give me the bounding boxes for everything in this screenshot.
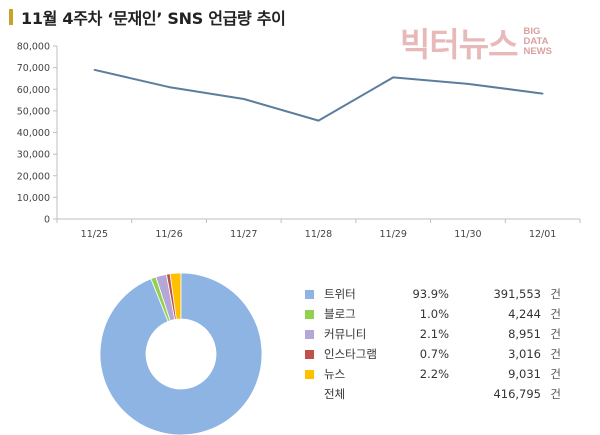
x-tick-label: 12/01 xyxy=(529,229,556,240)
y-tick-label: 10,000 xyxy=(17,193,50,204)
data-point xyxy=(392,76,395,79)
legend-count: 4,244 xyxy=(508,307,541,321)
channel-legend: 트위터 93.9% 391,553 건 블로그 1.0% 4,244 건 커뮤니티 2.1% 8,9… xyxy=(305,284,561,404)
page-header: 11월 4주차 ‘문재인’ SNS 언급량 추이 xyxy=(9,6,286,28)
legend-unit: 건 xyxy=(550,347,561,361)
title-accent-bar xyxy=(9,9,13,25)
legend-percent: 2.2% xyxy=(419,367,449,381)
x-tick-label: 11/29 xyxy=(380,229,407,240)
y-tick-label: 80,000 xyxy=(17,42,50,53)
legend-count: 391,553 xyxy=(493,287,541,301)
legend-entry: 인스타그램 0.7% 3,016 건 xyxy=(305,344,561,364)
series-line xyxy=(94,68,543,122)
legend-swatch xyxy=(305,369,314,379)
legend-entry: 트위터 93.9% 391,553 건 xyxy=(305,284,561,304)
logo-sub-line: BIG xyxy=(523,26,541,37)
legend-percent: 0.7% xyxy=(419,347,449,361)
y-tick-label: 40,000 xyxy=(17,128,50,139)
legend-label: 인스타그램 xyxy=(324,347,377,361)
channel-share-donut-chart xyxy=(99,272,263,435)
y-tick-label: 30,000 xyxy=(17,150,50,161)
legend-percent: 2.1% xyxy=(419,327,449,341)
logo-wordmark: 빅터뉴스 xyxy=(400,25,518,64)
legend-entry: 커뮤니티 2.1% 8,951 건 xyxy=(305,324,561,344)
data-point xyxy=(242,98,245,100)
legend-swatch xyxy=(305,349,314,359)
mentions-line-chart: 0 10,000 20,000 30,000 40,000 50,000 60,000 70,… xyxy=(17,42,581,240)
x-tick-label: 11/28 xyxy=(305,229,332,240)
legend-count: 8,951 xyxy=(508,327,541,341)
data-point xyxy=(541,92,544,95)
legend-count: 9,031 xyxy=(508,367,541,381)
data-point xyxy=(317,119,320,122)
data-point xyxy=(93,68,96,71)
legend-label: 뉴스 xyxy=(324,367,346,381)
legend-count: 3,016 xyxy=(508,347,541,361)
legend-unit: 건 xyxy=(550,327,561,341)
legend-spacer xyxy=(305,390,314,399)
y-tick-label: 50,000 xyxy=(17,106,50,117)
legend-unit: 건 xyxy=(550,307,561,321)
legend-label: 블로그 xyxy=(324,307,356,321)
y-tick-label: 70,000 xyxy=(17,63,50,74)
y-tick-label: 60,000 xyxy=(17,85,50,96)
page-title: 11월 4주차 ‘문재인’ SNS 언급량 추이 xyxy=(21,9,286,28)
data-point xyxy=(467,83,469,85)
total-label: 전체 xyxy=(324,387,346,401)
total-unit: 건 xyxy=(550,387,561,401)
logo-sub-line: DATA xyxy=(523,36,549,47)
x-tick-label: 11/26 xyxy=(155,229,182,240)
legend-percent: 93.9% xyxy=(412,287,449,301)
legend-label: 트위터 xyxy=(324,287,356,301)
legend-unit: 건 xyxy=(550,367,561,381)
x-tick-label: 11/25 xyxy=(81,229,108,240)
legend-percent: 1.0% xyxy=(419,307,449,321)
legend-swatch xyxy=(305,289,314,299)
total-count: 416,795 xyxy=(493,387,541,401)
legend-entry: 뉴스 2.2% 9,031 건 xyxy=(305,364,561,384)
bigdata-news-logo: 빅터뉴스 BIG DATA NEWS xyxy=(400,18,552,66)
legend-unit: 건 xyxy=(550,287,561,301)
legend-total-row: 전체 416,795 건 xyxy=(305,384,561,404)
y-tick-label: 20,000 xyxy=(17,171,50,182)
y-tick-label: 0 xyxy=(44,215,50,226)
x-tick-label: 11/27 xyxy=(230,229,257,240)
pie-slice xyxy=(99,272,263,435)
legend-entry: 블로그 1.0% 4,244 건 xyxy=(305,304,561,324)
data-point xyxy=(168,86,170,88)
legend-swatch xyxy=(305,309,314,319)
legend-label: 커뮤니티 xyxy=(324,327,367,341)
x-tick-label: 11/30 xyxy=(454,229,481,240)
logo-sub-line: NEWS xyxy=(523,46,552,57)
legend-swatch xyxy=(305,329,314,339)
logo-subtext: BIG DATA NEWS xyxy=(523,27,552,57)
